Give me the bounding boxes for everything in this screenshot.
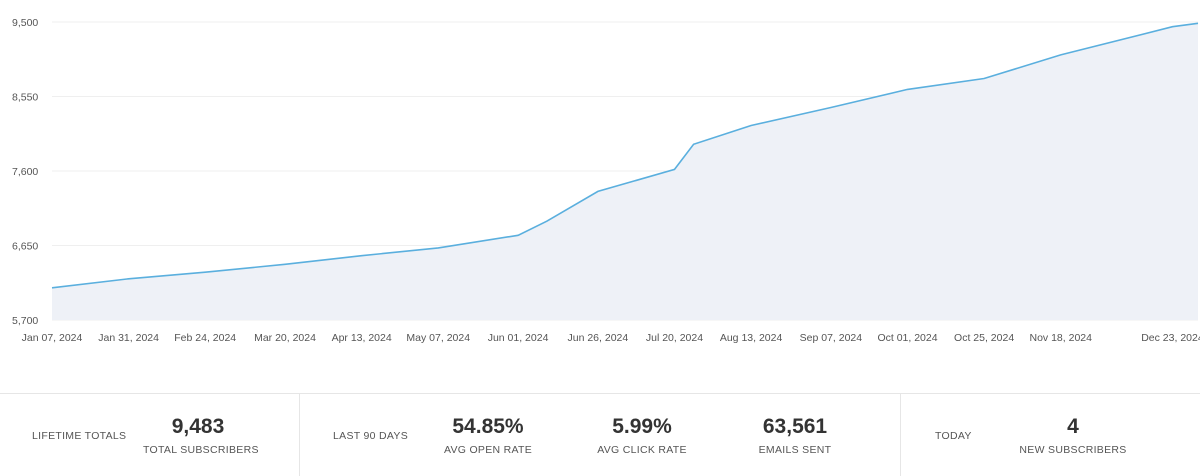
y-axis: 9,500 8,550 7,600 6,650 5,700 — [12, 17, 38, 327]
series-line — [51, 22, 1199, 289]
x-tick-label: Jan 07, 2024 — [22, 332, 83, 344]
new-subscribers-label: NEW SUBSCRIBERS — [1019, 444, 1127, 456]
x-tick-label: Dec 23, 2024 — [1141, 332, 1200, 344]
lifetime-section-label: LIFETIME TOTALS — [32, 430, 127, 442]
y-tick-label: 5,700 — [12, 315, 38, 327]
total-subscribers-metric: 9,483 TOTAL SUBSCRIBERS — [143, 415, 259, 457]
total-subscribers-value: 9,483 — [171, 415, 225, 438]
x-tick-label: Jan 31, 2024 — [98, 332, 159, 344]
click-rate-label: AVG CLICK RATE — [597, 444, 687, 456]
x-tick-label: Oct 25, 2024 — [954, 332, 1014, 344]
open-rate-label: AVG OPEN RATE — [443, 444, 533, 456]
lifetime-panel: LIFETIME TOTALS 9,483 TOTAL SUBSCRIBERS — [0, 394, 300, 476]
x-tick-label: Jul 20, 2024 — [646, 332, 703, 344]
x-tick-label: Oct 01, 2024 — [877, 332, 937, 344]
y-tick-label: 7,600 — [12, 166, 38, 178]
x-tick-label: May 07, 2024 — [406, 332, 470, 344]
last90-panel: LAST 90 DAYS 54.85% AVG OPEN RATE 5.99% … — [300, 394, 900, 476]
divider — [299, 394, 300, 476]
y-tick-label: 8,550 — [12, 92, 38, 104]
divider — [900, 394, 901, 476]
today-section-label: TODAY — [935, 430, 972, 442]
click-rate-metric: 5.99% AVG CLICK RATE — [592, 415, 692, 457]
emails-sent-value: 63,561 — [762, 415, 828, 438]
open-rate-metric: 54.85% AVG OPEN RATE — [438, 415, 538, 457]
series-area — [52, 23, 1198, 321]
new-subscribers-value: 4 — [1067, 415, 1079, 438]
emails-sent-metric: 63,561 EMAILS SENT — [745, 415, 845, 457]
open-rate-value: 54.85% — [452, 415, 524, 438]
emails-sent-label: EMAILS SENT — [758, 444, 832, 456]
y-tick-label: 6,650 — [12, 241, 38, 253]
y-tick-label: 9,500 — [12, 17, 38, 29]
new-subscribers-metric: 4 NEW SUBSCRIBERS — [1013, 415, 1133, 457]
x-tick-label: Aug 13, 2024 — [720, 332, 783, 344]
x-tick-label: Sep 07, 2024 — [800, 332, 863, 344]
x-tick-label: Apr 13, 2024 — [332, 332, 392, 344]
x-tick-label: Mar 20, 2024 — [254, 332, 316, 344]
x-tick-label: Jun 26, 2024 — [568, 332, 629, 344]
today-panel: TODAY 4 NEW SUBSCRIBERS — [901, 394, 1200, 476]
last90-section-label: LAST 90 DAYS — [333, 430, 408, 442]
x-tick-label: Jun 01, 2024 — [488, 332, 549, 344]
total-subscribers-label: TOTAL SUBSCRIBERS — [143, 444, 259, 456]
stats-bar: LIFETIME TOTALS 9,483 TOTAL SUBSCRIBERS … — [0, 393, 1200, 476]
x-tick-label: Feb 24, 2024 — [174, 332, 236, 344]
click-rate-value: 5.99% — [612, 415, 672, 438]
x-axis: Jan 07, 2024 Jan 31, 2024 Feb 24, 2024 Mar … — [22, 332, 1200, 344]
x-tick-label: Nov 18, 2024 — [1030, 332, 1093, 344]
